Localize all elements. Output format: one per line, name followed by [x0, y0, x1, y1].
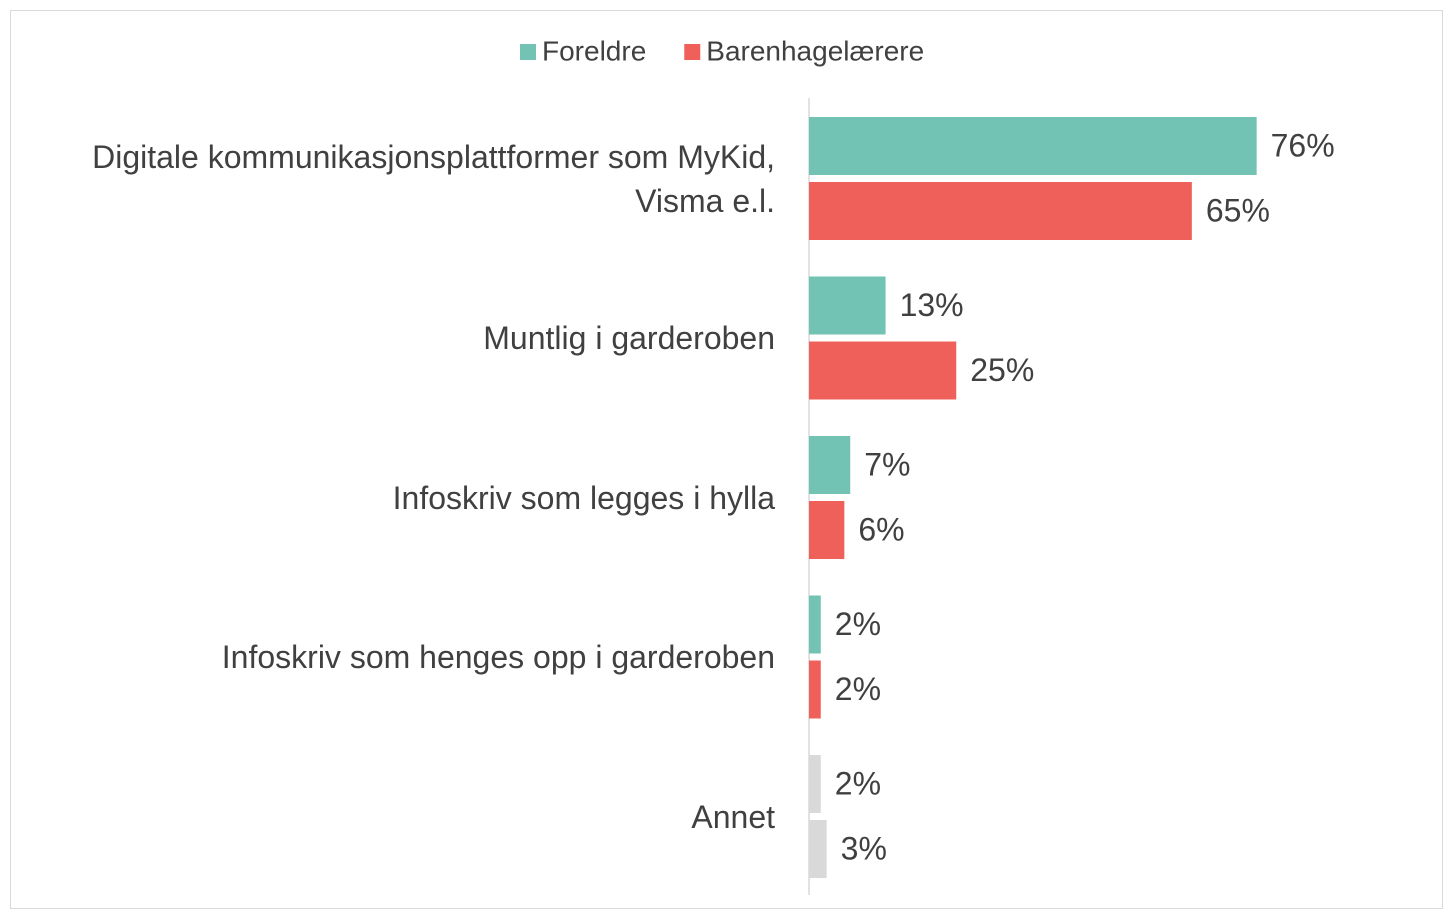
value-label: 2%	[835, 606, 881, 642]
category-label: Digitale kommunikasjonsplattformer som M…	[92, 138, 775, 219]
bar	[809, 117, 1257, 175]
value-label: 13%	[900, 287, 964, 323]
bar	[809, 501, 845, 559]
value-label: 25%	[970, 352, 1034, 388]
value-label: 2%	[835, 765, 881, 801]
category-label: Muntlig i garderoben	[483, 320, 775, 356]
value-label: 2%	[835, 671, 881, 707]
category-label: Infoskriv som henges opp i garderoben	[221, 639, 775, 675]
frame	[10, 10, 1443, 909]
value-label: 6%	[858, 511, 904, 547]
legend-label: Barenhagelærere	[706, 35, 924, 66]
value-label: 3%	[841, 830, 887, 866]
bar	[809, 436, 851, 494]
bar	[809, 820, 827, 878]
legend-label: Foreldre	[542, 35, 646, 66]
bar	[809, 660, 821, 719]
value-label: 65%	[1206, 192, 1270, 228]
bar	[809, 595, 821, 654]
category-label: Annet	[691, 798, 775, 835]
legend-swatch	[684, 44, 701, 60]
bar	[809, 341, 957, 400]
bar	[809, 182, 1192, 240]
value-label: 7%	[864, 446, 910, 482]
value-label: 76%	[1271, 127, 1335, 163]
category-label: Infoskriv som legges i hylla	[392, 479, 775, 516]
bar	[809, 276, 886, 335]
bar	[809, 755, 821, 813]
legend-swatch	[520, 44, 536, 60]
